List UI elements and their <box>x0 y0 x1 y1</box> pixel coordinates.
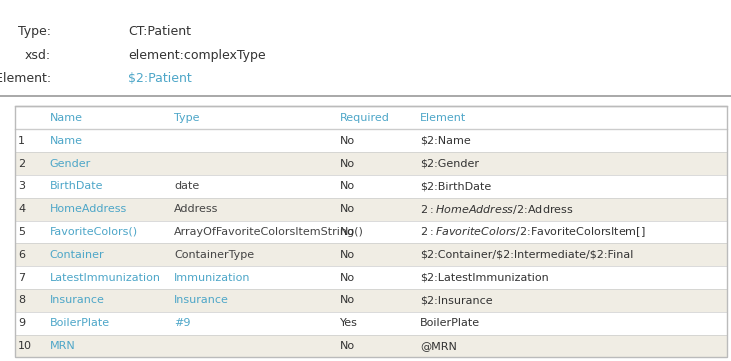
Bar <box>15 175 727 198</box>
Text: $2:HomeAddress/$2:Address: $2:HomeAddress/$2:Address <box>420 203 574 216</box>
Bar <box>15 129 727 152</box>
Text: 9: 9 <box>18 318 26 328</box>
Text: BirthDate: BirthDate <box>50 181 103 191</box>
Text: MRN: MRN <box>50 341 75 351</box>
Text: BoilerPlate: BoilerPlate <box>420 318 480 328</box>
Text: No: No <box>340 250 355 260</box>
Text: No: No <box>340 273 355 283</box>
Text: 2: 2 <box>18 158 26 169</box>
Bar <box>15 106 727 129</box>
Text: BoilerPlate: BoilerPlate <box>50 318 110 328</box>
Text: No: No <box>340 295 355 305</box>
Text: 6: 6 <box>18 250 26 260</box>
Bar <box>15 152 727 175</box>
Text: CT:Patient: CT:Patient <box>128 25 191 38</box>
Bar <box>15 266 727 289</box>
Bar <box>15 335 727 357</box>
Text: No: No <box>340 158 355 169</box>
Text: Gender: Gender <box>50 158 91 169</box>
Bar <box>15 221 727 243</box>
Text: $2:FavoriteColors/$2:FavoriteColorsItem[]: $2:FavoriteColors/$2:FavoriteColorsItem[… <box>420 225 645 239</box>
Text: FavoriteColors(): FavoriteColors() <box>50 227 138 237</box>
Text: #9: #9 <box>174 318 191 328</box>
Text: $2:Gender: $2:Gender <box>420 158 480 169</box>
Text: Type: Type <box>174 113 200 123</box>
Text: Yes: Yes <box>340 318 357 328</box>
Text: Immunization: Immunization <box>174 273 251 283</box>
Text: Container: Container <box>50 250 105 260</box>
Text: 3: 3 <box>18 181 26 191</box>
Text: $2:BirthDate: $2:BirthDate <box>420 181 491 191</box>
Text: 5: 5 <box>18 227 26 237</box>
Bar <box>15 312 727 335</box>
Text: $2:Patient: $2:Patient <box>128 72 192 85</box>
Text: ArrayOfFavoriteColorsItemString(): ArrayOfFavoriteColorsItemString() <box>174 227 364 237</box>
Bar <box>15 106 727 357</box>
Text: 1: 1 <box>18 136 26 146</box>
Text: Insurance: Insurance <box>174 295 229 305</box>
Text: 10: 10 <box>18 341 32 351</box>
Text: LatestImmunization: LatestImmunization <box>50 273 161 283</box>
Bar <box>15 198 727 221</box>
Text: No: No <box>340 204 355 214</box>
Text: @MRN: @MRN <box>420 341 457 351</box>
Text: element:complexType: element:complexType <box>128 49 265 62</box>
Text: Element: Element <box>420 113 466 123</box>
Bar <box>15 243 727 266</box>
Text: Address: Address <box>174 204 219 214</box>
Text: xsd:: xsd: <box>25 49 51 62</box>
Text: $2:Container/$2:Intermediate/$2:Final: $2:Container/$2:Intermediate/$2:Final <box>420 250 634 260</box>
Text: No: No <box>340 341 355 351</box>
Text: No: No <box>340 227 355 237</box>
Text: No: No <box>340 181 355 191</box>
Text: Name: Name <box>50 136 83 146</box>
Text: HomeAddress: HomeAddress <box>50 204 127 214</box>
Bar <box>15 289 727 312</box>
Text: No: No <box>340 136 355 146</box>
Text: Required: Required <box>340 113 390 123</box>
Text: Name: Name <box>50 113 83 123</box>
Text: $2:Name: $2:Name <box>420 136 471 146</box>
Text: $2:Insurance: $2:Insurance <box>420 295 493 305</box>
Text: date: date <box>174 181 200 191</box>
Text: Insurance: Insurance <box>50 295 105 305</box>
Text: $2:LatestImmunization: $2:LatestImmunization <box>420 273 549 283</box>
Text: ContainerType: ContainerType <box>174 250 254 260</box>
Text: Type:: Type: <box>18 25 51 38</box>
Text: 4: 4 <box>18 204 26 214</box>
Text: 7: 7 <box>18 273 26 283</box>
Text: 8: 8 <box>18 295 26 305</box>
Text: Top Element:: Top Element: <box>0 72 51 85</box>
